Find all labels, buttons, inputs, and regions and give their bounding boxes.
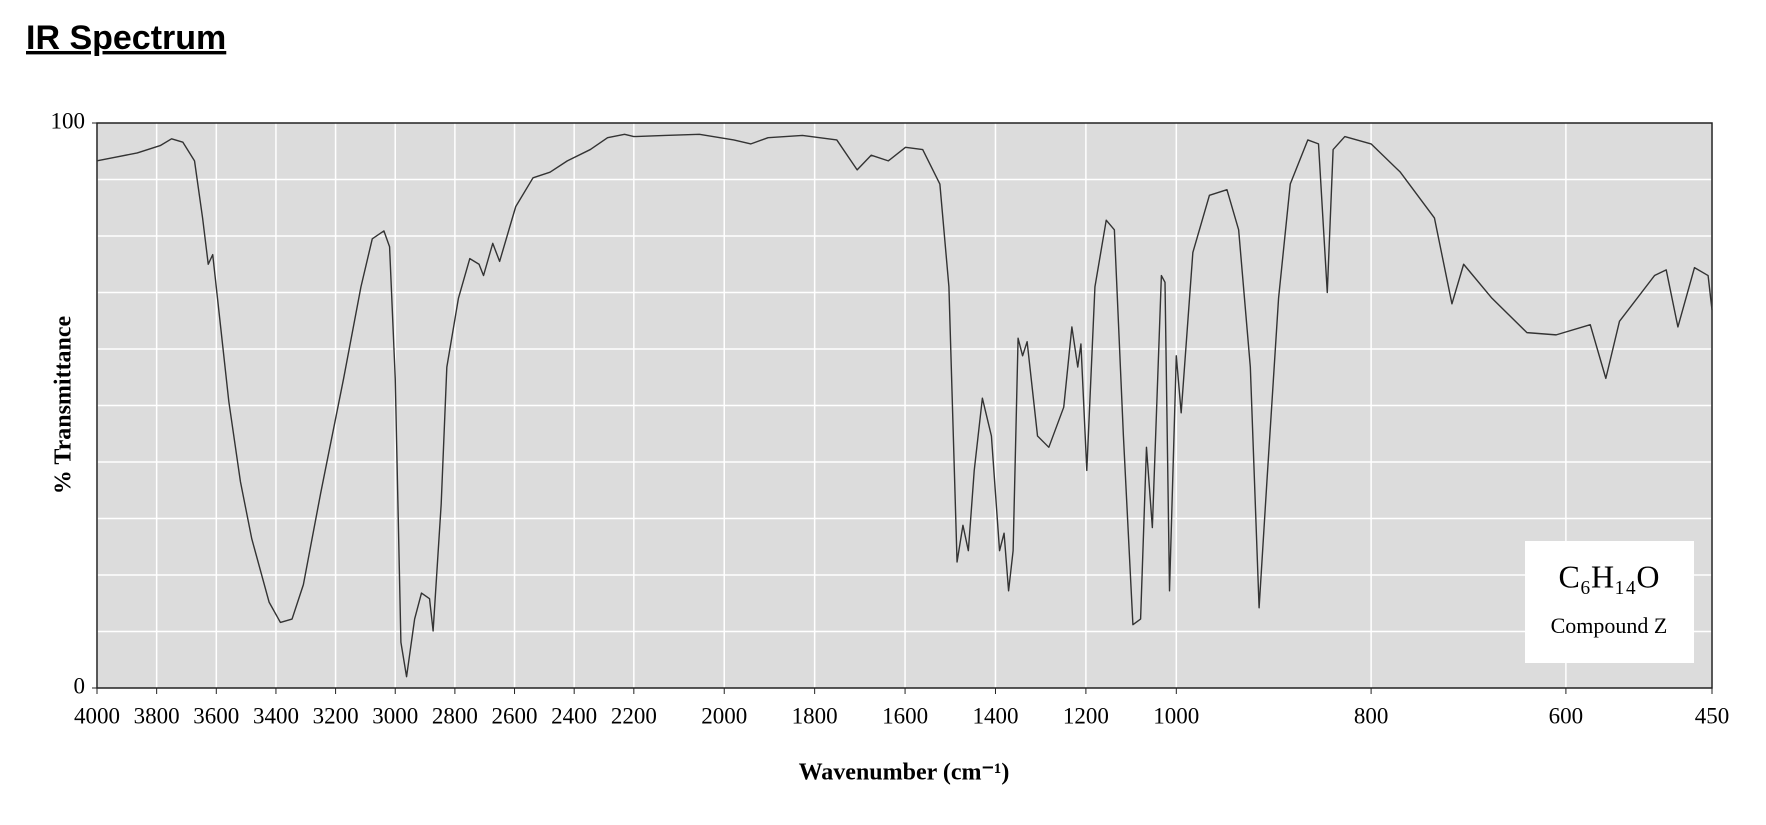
x-tick-label: 3800 (134, 703, 180, 728)
x-tick-label: 800 (1354, 703, 1389, 728)
x-tick-label: 600 (1549, 703, 1584, 728)
x-tick-label: 3400 (253, 703, 299, 728)
formula: C₆H₁₄O (1558, 558, 1659, 594)
x-tick-label: 1800 (792, 703, 838, 728)
x-tick-label: 3000 (372, 703, 418, 728)
x-tick-label: 1000 (1153, 703, 1199, 728)
x-tick-label: 1400 (972, 703, 1018, 728)
page-title: IR Spectrum (26, 19, 226, 57)
spectrum-line (96, 133, 1713, 678)
x-tick-label: 3200 (313, 703, 359, 728)
x-tick-label: 1200 (1063, 703, 1109, 728)
formula-box (1525, 541, 1694, 663)
x-tick-label: 2000 (701, 703, 747, 728)
x-tick-label: 450 (1695, 703, 1730, 728)
y-tick-label: 100 (51, 108, 86, 133)
x-tick-label: 3600 (193, 703, 239, 728)
x-tick-label: 1600 (882, 703, 928, 728)
y-axis-label: % Transmittance (51, 315, 77, 494)
x-tick-label: 2200 (611, 703, 657, 728)
x-tick-label: 2800 (432, 703, 478, 728)
plot-frame (96, 122, 1713, 689)
y-tick-label: 0 (74, 673, 86, 698)
x-axis-label: Wavenumber (cm⁻¹) (799, 760, 1010, 786)
x-tick-label: 4000 (74, 703, 120, 728)
x-tick-label: 2400 (551, 703, 597, 728)
x-tick-label: 2600 (492, 703, 538, 728)
compound-name: Compound Z (1551, 613, 1668, 638)
